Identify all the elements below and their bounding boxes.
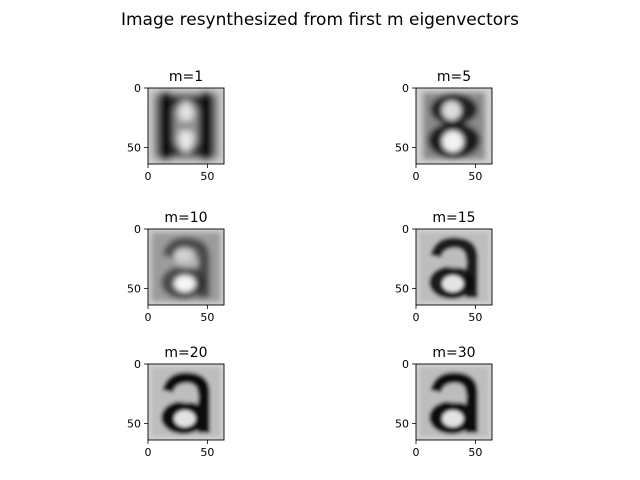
x-tick-label: 50 (200, 170, 214, 183)
y-tick-label: 0 (402, 223, 409, 236)
axes-frame (147, 87, 225, 165)
panel-m5: m=5 0 50 0 50 (395, 69, 493, 183)
axes-frame (147, 228, 225, 306)
y-tick-label: 50 (395, 417, 409, 430)
heatmap-image (148, 229, 224, 305)
x-tick-label: 0 (413, 446, 420, 459)
panel-title: m=5 (437, 69, 471, 85)
panel-title: m=30 (432, 345, 475, 361)
panel-m20: m=20 0 50 0 50 (127, 345, 225, 459)
axes-frame (415, 87, 493, 165)
axes-frame (147, 363, 225, 441)
y-tick-label: 50 (127, 141, 141, 154)
panel-m1: m=1 0 50 0 50 (127, 69, 225, 183)
y-tick-label: 0 (402, 82, 409, 95)
heatmap-image (416, 229, 492, 305)
x-tick-label: 50 (468, 170, 482, 183)
x-tick-label: 50 (200, 311, 214, 324)
x-tick-label: 0 (145, 311, 152, 324)
panel-m30: m=30 0 50 0 50 (395, 345, 493, 459)
y-tick-label: 50 (395, 282, 409, 295)
y-tick-label: 0 (134, 82, 141, 95)
panel-title: m=20 (164, 345, 207, 361)
figure-title: Image resynthesized from first m eigenve… (121, 10, 519, 30)
y-tick-label: 0 (134, 358, 141, 371)
x-tick-label: 0 (413, 170, 420, 183)
x-tick-label: 0 (145, 170, 152, 183)
panel-title: m=1 (169, 69, 203, 85)
panel-m15: m=15 0 50 0 50 (395, 210, 493, 324)
x-tick-label: 50 (200, 446, 214, 459)
y-tick-label: 50 (127, 282, 141, 295)
heatmap-image (148, 88, 224, 164)
x-tick-label: 50 (468, 311, 482, 324)
x-tick-label: 50 (468, 446, 482, 459)
y-tick-label: 50 (127, 417, 141, 430)
axes-frame (415, 228, 493, 306)
y-tick-label: 0 (134, 223, 141, 236)
x-tick-label: 0 (145, 446, 152, 459)
panel-title: m=15 (432, 210, 475, 226)
y-tick-label: 50 (395, 141, 409, 154)
heatmap-image (416, 88, 492, 164)
panel-title: m=10 (164, 210, 207, 226)
heatmap-image (416, 364, 492, 440)
x-tick-label: 0 (413, 311, 420, 324)
panel-m10: m=10 0 50 0 50 (127, 210, 225, 324)
heatmap-image (148, 364, 224, 440)
axes-frame (415, 363, 493, 441)
y-tick-label: 0 (402, 358, 409, 371)
